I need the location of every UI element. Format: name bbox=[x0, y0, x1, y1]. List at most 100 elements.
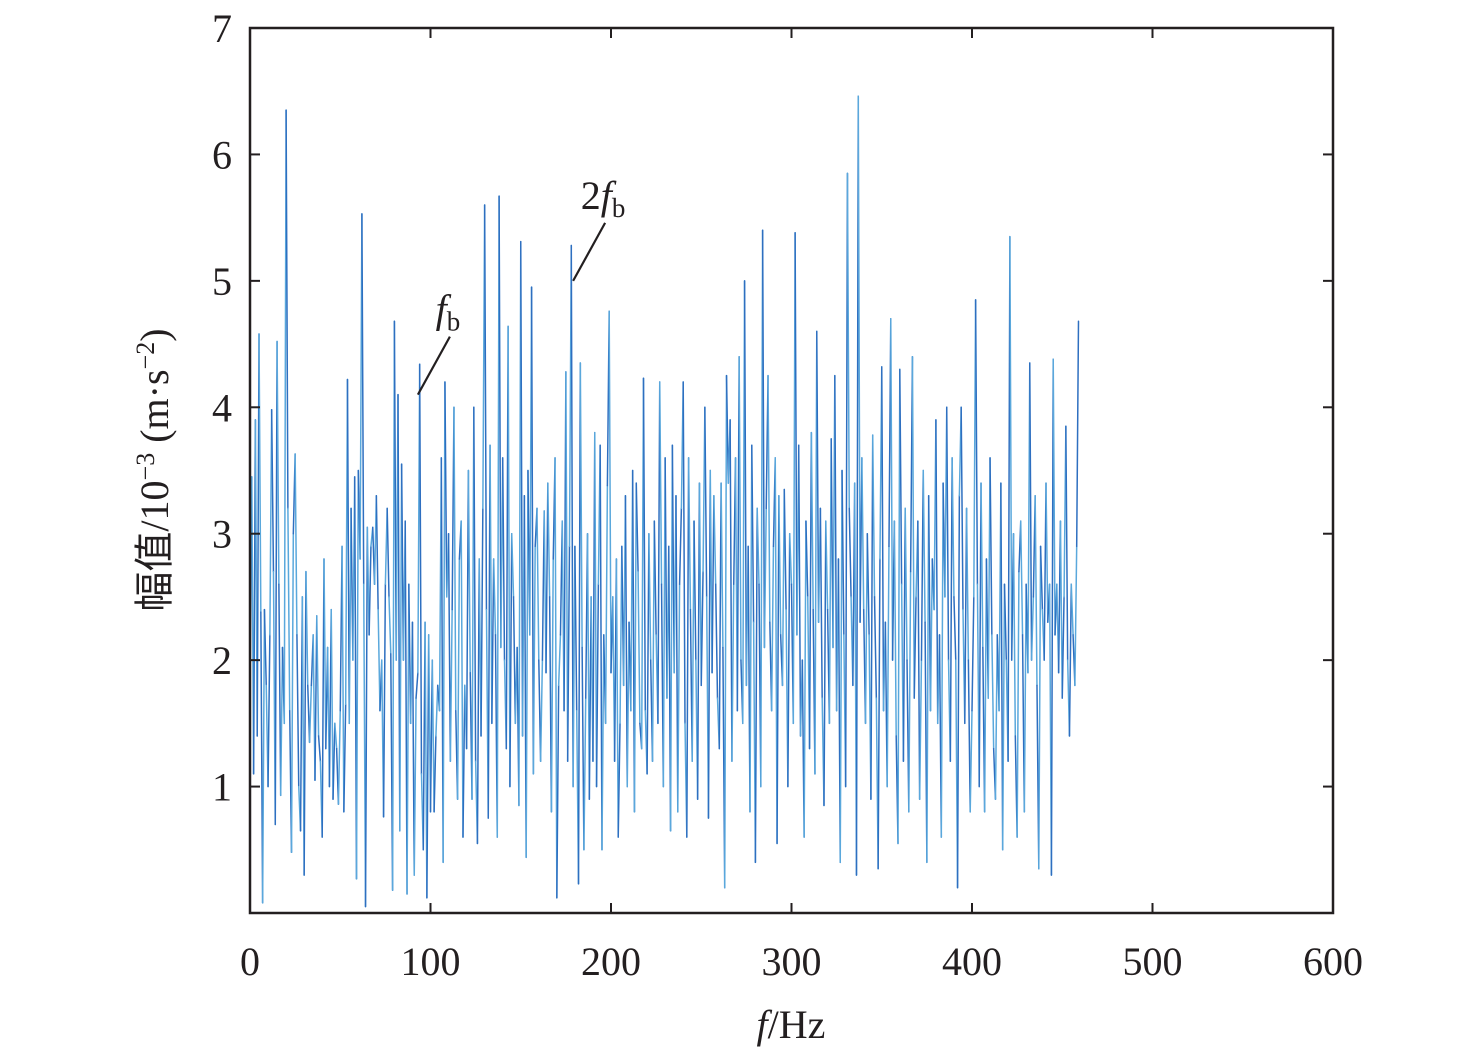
series-segment bbox=[341, 545, 345, 813]
series-segment bbox=[525, 469, 529, 859]
series-segment bbox=[570, 244, 574, 788]
series-segment bbox=[512, 596, 517, 725]
series-segment bbox=[617, 722, 621, 838]
series-segment bbox=[871, 434, 876, 598]
series-segment bbox=[323, 558, 327, 750]
series-segment bbox=[467, 469, 471, 674]
series-segment bbox=[960, 406, 964, 611]
series-segment bbox=[263, 608, 267, 687]
series-segment bbox=[435, 684, 439, 737]
series-segment bbox=[844, 172, 849, 788]
series-segment bbox=[803, 520, 807, 838]
series-segment bbox=[749, 444, 753, 813]
series-segment bbox=[698, 482, 702, 687]
x-tick-label: 200 bbox=[581, 939, 641, 984]
series-segment bbox=[965, 507, 970, 661]
x-tick-label: 0 bbox=[240, 939, 260, 984]
series-segment bbox=[1045, 482, 1049, 623]
x-tick-label: 500 bbox=[1123, 939, 1183, 984]
series-segment bbox=[330, 608, 334, 800]
series-segment bbox=[460, 520, 464, 838]
series-segment bbox=[388, 596, 392, 655]
y-tick-label: 6 bbox=[212, 132, 232, 177]
series-segment bbox=[550, 558, 554, 813]
series-segment bbox=[763, 507, 767, 649]
series-segment bbox=[956, 495, 961, 889]
series-segment bbox=[677, 583, 681, 813]
series-segment bbox=[904, 507, 908, 661]
series-segment bbox=[294, 453, 298, 636]
series-segment bbox=[819, 507, 823, 699]
series-segment bbox=[642, 377, 647, 712]
series-segment bbox=[953, 596, 957, 661]
series-segment bbox=[767, 374, 771, 623]
series-segment bbox=[1034, 495, 1038, 687]
series-segment bbox=[1059, 520, 1063, 699]
series-segment bbox=[877, 558, 881, 870]
series-segment bbox=[720, 482, 724, 649]
series-segment bbox=[258, 333, 262, 613]
y-axis-title: 幅值/10−3 (m·s−2) bbox=[131, 328, 178, 611]
series-segment bbox=[704, 406, 708, 598]
series-segment bbox=[696, 482, 701, 800]
series-segment bbox=[918, 659, 923, 800]
series-segment bbox=[532, 545, 536, 775]
x-tick-label: 400 bbox=[942, 939, 1002, 984]
series-segment bbox=[583, 697, 587, 851]
series-segment bbox=[797, 444, 802, 737]
series-segment bbox=[1061, 596, 1065, 699]
series-segment bbox=[664, 457, 668, 699]
series-segment bbox=[861, 457, 865, 611]
series-segment bbox=[989, 457, 993, 636]
series-segment bbox=[303, 570, 307, 876]
y-tick-label: 2 bbox=[212, 638, 232, 683]
series-segment bbox=[418, 363, 423, 775]
series-segment bbox=[334, 722, 338, 750]
series-segment bbox=[808, 431, 813, 750]
series-segment bbox=[980, 482, 984, 649]
series-segment bbox=[406, 583, 410, 895]
series-segment bbox=[444, 381, 448, 598]
series-segment bbox=[711, 495, 715, 674]
series-segment bbox=[599, 444, 603, 851]
series-segment bbox=[886, 545, 890, 788]
series-segment bbox=[1001, 583, 1006, 851]
series-segment bbox=[669, 444, 674, 832]
series-segment bbox=[707, 469, 712, 819]
series-segment bbox=[1003, 583, 1008, 661]
series-segment bbox=[377, 608, 381, 712]
annotation-leader bbox=[416, 336, 451, 396]
series-segment bbox=[825, 520, 829, 611]
series-segment bbox=[577, 362, 582, 885]
series-segment bbox=[283, 109, 287, 725]
series-segment bbox=[682, 381, 686, 725]
series-segment bbox=[651, 520, 656, 763]
series-segment bbox=[554, 457, 558, 899]
series-segment bbox=[653, 520, 657, 636]
series-segment bbox=[595, 583, 600, 788]
series-segment bbox=[346, 378, 351, 725]
series-segment bbox=[1038, 545, 1042, 870]
series-segment bbox=[945, 406, 950, 661]
annotation-label: 2fb bbox=[581, 173, 626, 223]
series-segment bbox=[846, 172, 851, 510]
series-segment bbox=[1039, 545, 1044, 611]
series-segment bbox=[489, 444, 493, 725]
series-segment bbox=[507, 325, 511, 788]
series-segment bbox=[547, 482, 551, 598]
series-segment bbox=[355, 469, 360, 880]
series-segment bbox=[816, 330, 820, 623]
series-segment bbox=[713, 495, 717, 586]
series-segment bbox=[1019, 520, 1024, 636]
series-segment bbox=[1050, 358, 1054, 876]
plot-frame bbox=[248, 26, 1335, 915]
series-segment bbox=[893, 520, 897, 737]
series-segment bbox=[971, 596, 975, 712]
series-segment bbox=[498, 195, 502, 649]
series-segment bbox=[841, 469, 845, 636]
series-segment bbox=[725, 374, 730, 484]
series-segment bbox=[974, 299, 979, 586]
series-segment bbox=[635, 482, 639, 573]
series-segment bbox=[776, 495, 780, 845]
series-segment bbox=[557, 634, 562, 687]
